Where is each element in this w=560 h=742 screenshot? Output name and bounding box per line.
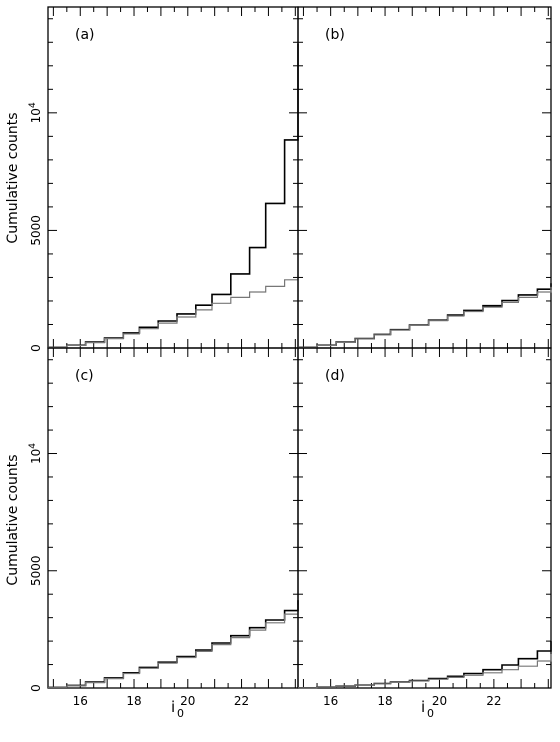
x-axis-label-main: i [171,698,175,716]
panel-c: (c) 16 18 20 22 0 5000 104 [28,347,299,708]
series-line-grey [48,275,299,348]
x-tick-label: 16 [323,694,338,708]
x-axis-label-left: i 0 [171,698,184,720]
series-line-grey [298,654,552,689]
x-tick-label: 22 [486,694,501,708]
y-tick-label: 5000 [29,215,43,246]
y-tick-label: 104 [28,443,43,464]
y-tick-label: 104 [28,102,43,123]
x-tick-label: 16 [73,694,88,708]
panel-label: (c) [75,368,94,384]
series-line-grey [48,604,299,688]
y-axis-label-top: Cumulative counts [5,112,21,243]
series-line-black [48,600,299,689]
y-tick-label: 5000 [29,555,43,586]
panel-label: (d) [325,368,345,384]
series-line-grey [298,286,552,348]
x-tick-label: 18 [377,694,392,708]
panel-frame [297,347,552,689]
x-axis-label-main: i [421,698,425,716]
panel-b: (b) [297,6,552,349]
panel-label: (a) [75,27,95,43]
panel-frame [47,347,299,689]
panel-d: (d) 16 18 20 22 [297,347,552,708]
panel-a: (a) 0 5000 104 [28,6,299,352]
series-line-black [48,43,299,349]
y-tick-label: 0 [29,684,43,692]
x-axis-label-right: i 0 [421,698,434,720]
x-tick-label: 18 [126,694,141,708]
x-axis-label-subscript: 0 [427,707,434,720]
panel-frame [297,6,552,349]
x-tick-label: 20 [432,694,447,708]
series-line-black [298,283,552,349]
y-tick-label: 0 [29,344,43,352]
x-tick-label: 20 [180,694,195,708]
x-tick-label: 22 [234,694,249,708]
x-axis-label-subscript: 0 [177,707,184,720]
panel-frame [47,6,299,349]
y-axis-label-bottom: Cumulative counts [5,454,21,585]
panel-label: (b) [325,27,345,43]
